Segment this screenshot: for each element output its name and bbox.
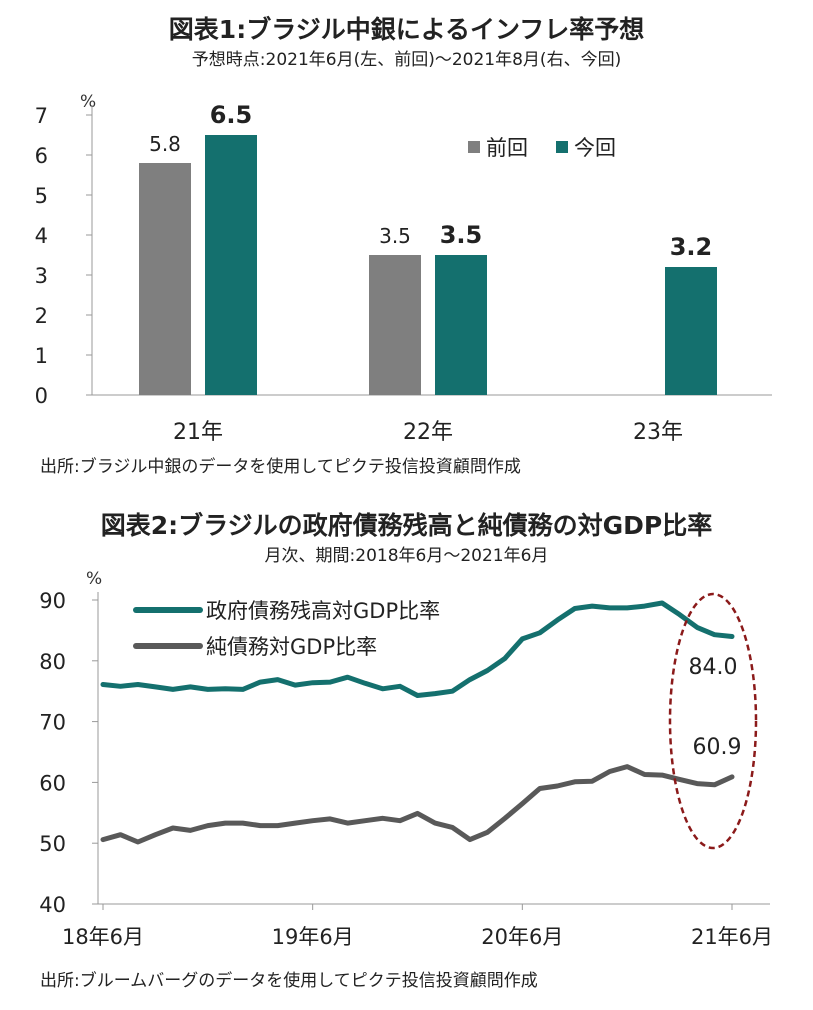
bar-前回 bbox=[139, 163, 191, 395]
y-tick-label: 7 bbox=[35, 104, 48, 128]
y-tick-label: 80 bbox=[39, 650, 66, 674]
y-tick-label: 70 bbox=[39, 711, 66, 735]
bar-今回 bbox=[205, 135, 257, 395]
legend-swatch bbox=[468, 141, 480, 153]
x-tick-label: 19年6月 bbox=[272, 925, 354, 949]
data-label: 3.5 bbox=[440, 221, 483, 249]
chart2-title: 図表2:ブラジルの政府債務残高と純債務の対GDP比率 bbox=[100, 511, 713, 540]
y-axis-unit: % bbox=[80, 92, 96, 112]
x-tick-label: 22年 bbox=[403, 420, 453, 445]
highlight-ellipse bbox=[668, 592, 758, 850]
chart1-subtitle: 予想時点:2021年6月(左、前回)〜2021年8月(右、今回) bbox=[191, 50, 622, 70]
y-tick-label: 1 bbox=[35, 344, 48, 368]
legend-label: 政府債務残高対GDP比率 bbox=[206, 599, 440, 623]
series-line-純債務対GDP比率 bbox=[100, 764, 735, 845]
annotation-label: 84.0 bbox=[689, 655, 738, 680]
chart2-source: 出所:ブルームバーグのデータを使用してピクテ投信投資顧問作成 bbox=[40, 971, 538, 991]
line-chart: % 40 50 60 70 80 90 18年6月 19年6月 20年6月 21年6月 政府債務残高対… bbox=[39, 569, 773, 949]
y-axis-unit: % bbox=[86, 569, 102, 589]
data-label: 3.2 bbox=[670, 233, 713, 261]
series-line-政府債務残高対GDP比率 bbox=[100, 600, 735, 698]
legend-label: 今回 bbox=[574, 136, 616, 160]
data-label: 6.5 bbox=[210, 101, 253, 129]
y-tick-label: 60 bbox=[39, 771, 66, 795]
x-tick-label: 21年 bbox=[173, 420, 223, 445]
legend-swatch bbox=[556, 141, 568, 153]
y-tick-label: 6 bbox=[35, 144, 48, 168]
bar-今回 bbox=[665, 267, 717, 395]
y-tick-label: 50 bbox=[39, 832, 66, 856]
bar-今回 bbox=[435, 255, 487, 395]
legend-label: 前回 bbox=[486, 136, 528, 160]
chart1-title: 図表1:ブラジル中銀によるインフレ率予想 bbox=[168, 15, 645, 44]
data-label: 3.5 bbox=[379, 224, 411, 248]
y-tick-label: 2 bbox=[35, 304, 48, 328]
data-label: 5.8 bbox=[149, 132, 181, 156]
y-tick-label: 90 bbox=[39, 589, 66, 613]
chart1-source: 出所:ブラジル中銀のデータを使用してピクテ投信投資顧問作成 bbox=[40, 457, 521, 477]
x-tick-label: 23年 bbox=[633, 420, 683, 445]
y-tick-label: 0 bbox=[35, 384, 48, 408]
x-tick-label: 18年6月 bbox=[62, 925, 144, 949]
legend-label: 純債務対GDP比率 bbox=[206, 635, 377, 659]
chart2-subtitle: 月次、期間:2018年6月〜2021年6月 bbox=[264, 546, 549, 566]
y-tick-label: 4 bbox=[35, 224, 48, 248]
y-tick-label: 3 bbox=[35, 264, 48, 288]
x-tick-label: 21年6月 bbox=[691, 925, 773, 949]
y-tick-label: 5 bbox=[35, 184, 48, 208]
bar-chart: % 0 1 2 3 4 5 6 7 21年 5.8 6.5 22年 3.5 3.5 23年 3.2 前回 今回 bbox=[35, 92, 772, 445]
x-tick-label: 20年6月 bbox=[481, 925, 563, 949]
y-tick-label: 40 bbox=[39, 893, 66, 917]
bar-前回 bbox=[369, 255, 421, 395]
annotation-label: 60.9 bbox=[693, 735, 742, 760]
